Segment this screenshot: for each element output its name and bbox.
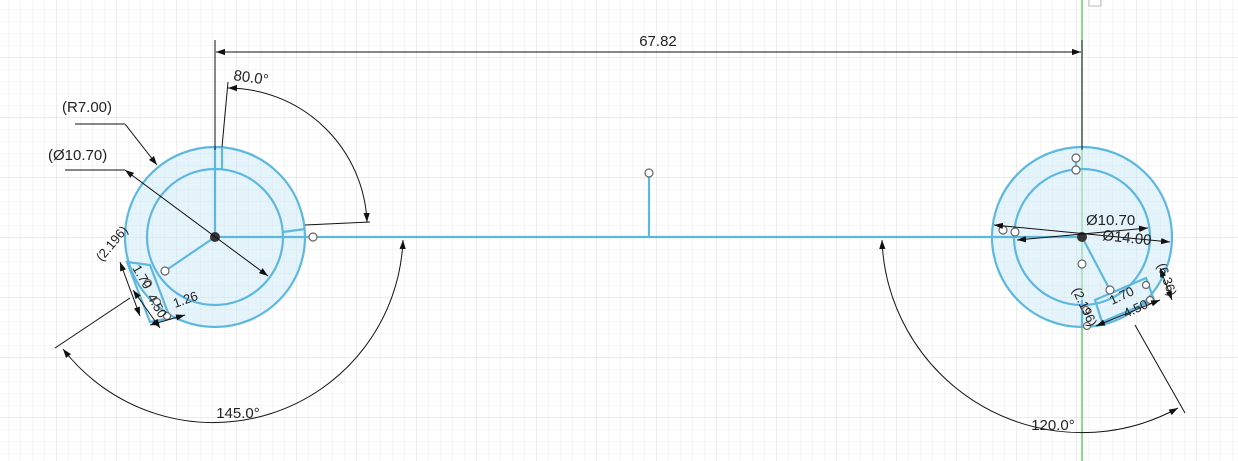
left-radius-dimension[interactable]: (R7.00) — [62, 99, 158, 166]
right-inner-diameter-label[interactable]: Ø10.70 — [1086, 212, 1135, 229]
sketch-point[interactable] — [1071, 153, 1081, 163]
angle-arc — [227, 84, 370, 223]
sketch-point[interactable] — [1077, 259, 1087, 269]
angle-arc — [62, 239, 406, 424]
sketch-point[interactable] — [308, 232, 318, 242]
sketch-point[interactable] — [1010, 227, 1020, 237]
angle-arc — [879, 239, 1179, 434]
dimension-line — [1159, 267, 1173, 301]
dimension-line — [149, 314, 186, 326]
left-radius-label[interactable]: (R7.00) — [62, 99, 112, 116]
sketch-point[interactable] — [1071, 165, 1081, 175]
leader-line — [124, 123, 158, 166]
sketch-point[interactable] — [160, 266, 170, 276]
left-top-angle-dimension[interactable]: 80.0° — [221, 67, 371, 226]
sketch-point[interactable] — [1141, 280, 1151, 290]
sketch-point[interactable] — [644, 168, 654, 178]
left-top-angle-label[interactable]: 80.0° — [232, 67, 269, 89]
dimension-line — [1016, 225, 1149, 243]
dimension-line — [1095, 299, 1161, 327]
extension-line — [221, 81, 229, 148]
left-diameter-label[interactable]: (Ø10.70) — [48, 147, 107, 164]
overall-length-label[interactable]: 67.82 — [639, 33, 677, 50]
sketch-point[interactable] — [998, 225, 1008, 235]
left-bottom-angle-dimension[interactable]: 145.0° — [54, 239, 406, 424]
extension-line — [304, 221, 371, 226]
right-bottom-angle-dimension[interactable]: 120.0° — [879, 239, 1186, 434]
left-bottom-angle-label[interactable]: 145.0° — [216, 405, 260, 422]
right-bottom-angle-label[interactable]: 120.0° — [1031, 417, 1075, 434]
sketch-point[interactable] — [1145, 295, 1155, 305]
overall-length-dimension[interactable]: 67.82 — [214, 33, 1083, 150]
left-notch-right[interactable] — [282, 227, 306, 234]
view-cube-corner[interactable] — [1088, 0, 1102, 7]
